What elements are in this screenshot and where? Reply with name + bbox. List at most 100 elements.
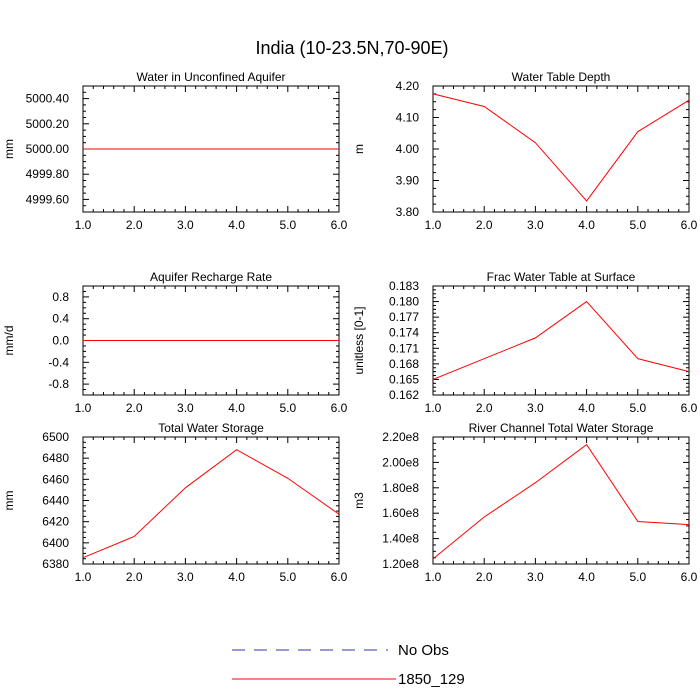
chart-panel-5: Total Water Storage mm 1.0 2.0 3.0 4.0 5.0 6.0 6… xyxy=(2,421,348,584)
legend: No Obs 1850_129 xyxy=(232,642,465,688)
y-tick-label: 0.4 xyxy=(52,312,69,326)
x-tick-label: 2.0 xyxy=(476,570,493,584)
x-tick-label: 4.0 xyxy=(228,218,245,232)
y-axis-label: m xyxy=(352,144,366,154)
plot-frame xyxy=(432,285,690,396)
y-axis-label: mm/d xyxy=(2,326,16,356)
chart-panel-2: Water Table Depth m 1.0 2.0 3.0 4.0 5.0 6.0 3.80… xyxy=(352,70,698,232)
y-tick-label: 3.90 xyxy=(396,174,420,188)
x-tick-label: 3.0 xyxy=(527,401,544,415)
y-tick-label: 1.20e8 xyxy=(382,557,419,571)
series-line-1850_129 xyxy=(432,300,690,380)
y-tick-label: 1.40e8 xyxy=(382,532,419,546)
chart-panel-6: River Channel Total Water Storage m3 1.0 2.… xyxy=(352,421,698,584)
chart-title: Total Water Storage xyxy=(158,421,264,435)
x-tick-label: 6.0 xyxy=(681,401,698,415)
x-tick-label: 1.0 xyxy=(425,401,442,415)
x-tick-label: 6.0 xyxy=(331,570,348,584)
y-tick-label: 0.183 xyxy=(389,279,419,293)
series-line-1850_129 xyxy=(432,93,690,202)
figure-title: India (10-23.5N,70-90E) xyxy=(255,38,448,58)
y-tick-label: 6400 xyxy=(42,536,69,550)
x-tick-label: 4.0 xyxy=(578,218,595,232)
legend-label-1850-129: 1850_129 xyxy=(398,671,465,688)
chart-title: Frac Water Table at Surface xyxy=(487,270,636,284)
y-tick-label: 2.20e8 xyxy=(382,430,419,444)
x-tick-label: 1.0 xyxy=(75,401,92,415)
chart-title: Water in Unconfined Aquifer xyxy=(137,70,286,84)
x-tick-label: 3.0 xyxy=(527,570,544,584)
y-tick-label: 0.177 xyxy=(389,310,419,324)
x-tick-label: 5.0 xyxy=(279,570,296,584)
y-tick-label: 4999.60 xyxy=(26,192,70,206)
x-tick-label: 4.0 xyxy=(578,401,595,415)
x-tick-label: 2.0 xyxy=(126,570,143,584)
x-tick-label: 4.0 xyxy=(578,570,595,584)
y-tick-label: 0.8 xyxy=(52,290,69,304)
legend-label-no-obs: No Obs xyxy=(398,642,449,659)
x-tick-label: 5.0 xyxy=(629,401,646,415)
x-tick-label: 4.0 xyxy=(228,570,245,584)
plot-frame xyxy=(432,85,690,213)
x-tick-label: 6.0 xyxy=(331,218,348,232)
y-tick-label: 6480 xyxy=(42,451,69,465)
y-tick-label: 4999.80 xyxy=(26,167,70,181)
y-tick-label: 4.10 xyxy=(396,111,420,125)
y-tick-label: 2.00e8 xyxy=(382,455,419,469)
chart-title: Water Table Depth xyxy=(512,70,611,84)
y-tick-label: 0.162 xyxy=(389,388,419,402)
y-tick-label: 0.174 xyxy=(389,326,419,340)
series-line-1850_129 xyxy=(432,443,690,560)
x-tick-label: 3.0 xyxy=(177,218,194,232)
x-tick-label: 5.0 xyxy=(279,401,296,415)
chart-panel-1: Water in Unconfined Aquifer mm 1.0 2.0 3.0 4.… xyxy=(2,70,348,232)
y-tick-label: 5000.20 xyxy=(26,117,70,131)
y-axis-label: mm xyxy=(2,139,16,159)
y-tick-label: 4.20 xyxy=(396,79,420,93)
y-tick-label: 3.80 xyxy=(396,205,420,219)
y-tick-label: 6420 xyxy=(42,515,69,529)
y-tick-label: 0.165 xyxy=(389,372,419,386)
x-tick-label: 6.0 xyxy=(681,570,698,584)
x-tick-label: 5.0 xyxy=(279,218,296,232)
y-axis-label: m3 xyxy=(352,492,366,509)
x-tick-label: 6.0 xyxy=(331,401,348,415)
y-tick-label: 0.180 xyxy=(389,295,419,309)
x-tick-label: 1.0 xyxy=(425,570,442,584)
y-tick-label: 1.60e8 xyxy=(382,506,419,520)
chart-panel-4: Frac Water Table at Surface unitless [0-1… xyxy=(352,270,698,415)
x-tick-label: 4.0 xyxy=(228,401,245,415)
x-tick-label: 2.0 xyxy=(126,401,143,415)
x-tick-label: 3.0 xyxy=(177,401,194,415)
x-tick-label: 2.0 xyxy=(476,401,493,415)
x-tick-label: 1.0 xyxy=(425,218,442,232)
y-tick-label: 0.168 xyxy=(389,357,419,371)
x-tick-label: 2.0 xyxy=(126,218,143,232)
y-tick-label: 6440 xyxy=(42,494,69,508)
y-tick-label: 4.00 xyxy=(396,142,420,156)
x-tick-label: 5.0 xyxy=(629,218,646,232)
x-tick-label: 2.0 xyxy=(476,218,493,232)
y-tick-label: 6460 xyxy=(42,472,69,486)
x-tick-label: 3.0 xyxy=(177,570,194,584)
y-tick-label: 1.80e8 xyxy=(382,481,419,495)
x-tick-label: 6.0 xyxy=(681,218,698,232)
chart-panel-3: Aquifer Recharge Rate mm/d 1.0 2.0 3.0 4.0 5.0… xyxy=(2,270,348,415)
chart-title: Aquifer Recharge Rate xyxy=(150,270,272,284)
y-axis-label: unitless [0-1] xyxy=(352,306,366,374)
series-line-1850_129 xyxy=(82,449,340,559)
plot-frame xyxy=(82,436,340,565)
y-tick-label: -0.8 xyxy=(48,377,69,391)
y-tick-label: 0.171 xyxy=(389,341,419,355)
x-tick-label: 5.0 xyxy=(629,570,646,584)
plot-frame xyxy=(432,436,690,565)
y-tick-label: 6380 xyxy=(42,557,69,571)
chart-title: River Channel Total Water Storage xyxy=(469,421,654,435)
y-tick-label: -0.4 xyxy=(48,355,69,369)
x-tick-label: 1.0 xyxy=(75,218,92,232)
y-tick-label: 6500 xyxy=(42,430,69,444)
x-tick-label: 1.0 xyxy=(75,570,92,584)
x-tick-label: 3.0 xyxy=(527,218,544,232)
y-axis-label: mm xyxy=(2,491,16,511)
